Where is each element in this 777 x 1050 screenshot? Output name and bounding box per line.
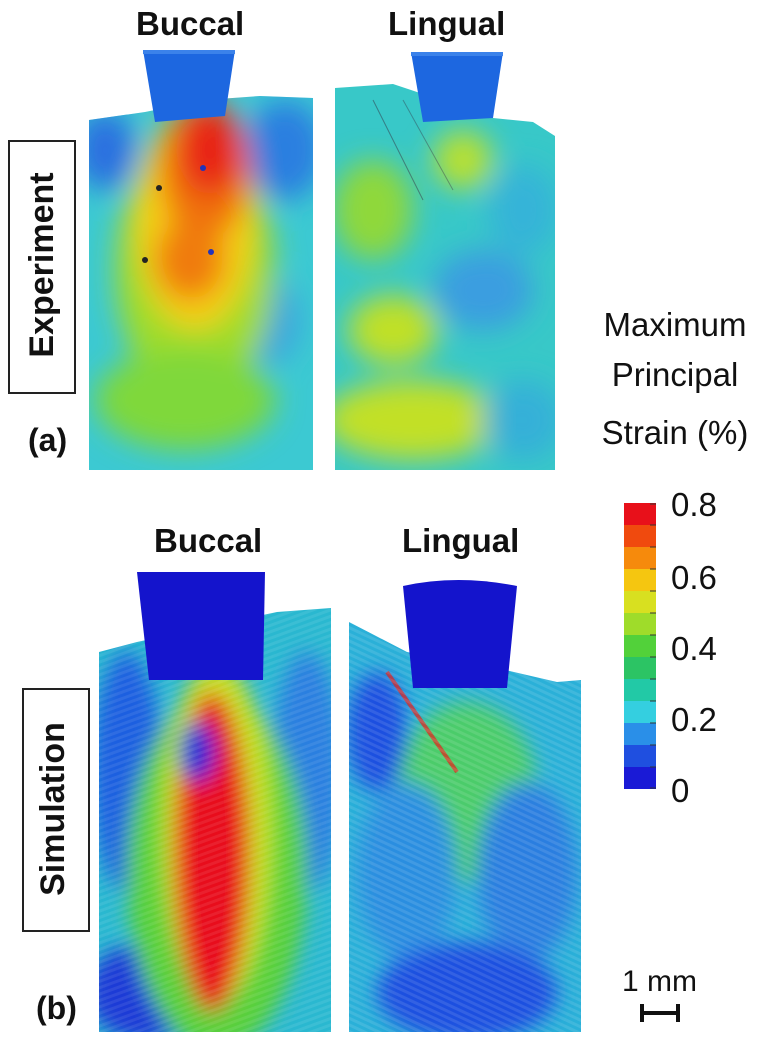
legend-tick-0.2: 0.2 xyxy=(671,701,717,738)
colorbar-segment xyxy=(624,745,656,768)
legend-tick-0: 0 xyxy=(671,772,690,809)
colorbar-segment xyxy=(624,679,656,702)
colorbar-segment xyxy=(624,525,656,548)
row-label-box-experiment xyxy=(8,140,76,394)
experiment-buccal-strain-map xyxy=(89,50,313,470)
colorbar-segment xyxy=(624,613,656,636)
colorbar-segment xyxy=(624,701,656,724)
scale-bar-label: 1 mm xyxy=(622,965,697,998)
simulation-lingual-strain-map xyxy=(349,580,581,1032)
legend-title-line-3: Strain (%) xyxy=(601,414,749,451)
colorbar-segment xyxy=(624,591,656,614)
simulation-buccal-strain-map xyxy=(99,572,331,1032)
row-label-simulation: Simulation xyxy=(34,722,72,896)
panel-letter-a: (a) xyxy=(28,422,68,458)
experiment-lingual-strain-map xyxy=(335,52,555,470)
column-title-lingual-experiment: Lingual xyxy=(388,5,506,42)
colorbar-segment xyxy=(624,569,656,592)
colorbar-segment xyxy=(624,635,656,658)
row-label-box-simulation xyxy=(22,688,90,932)
panel-letter-b: (b) xyxy=(36,990,77,1026)
legend-title: Maximum Principal Strain (%) xyxy=(580,308,770,466)
legend-title-line-1: Maximum xyxy=(603,306,747,343)
scale-bar xyxy=(640,1004,680,1022)
legend-tick-0.6: 0.6 xyxy=(671,559,717,596)
colorbar-segment xyxy=(624,503,656,526)
column-title-lingual-simulation: Lingual xyxy=(402,522,520,559)
column-title-buccal-experiment: Buccal xyxy=(136,5,245,42)
legend-colorbar xyxy=(624,503,656,789)
legend-tick-0.8: 0.8 xyxy=(671,486,717,523)
row-label-experiment: Experiment xyxy=(23,172,61,358)
colorbar-segment xyxy=(624,547,656,570)
column-title-buccal-simulation: Buccal xyxy=(154,522,263,559)
colorbar-segment xyxy=(624,723,656,746)
legend-title-line-2: Principal xyxy=(611,356,739,393)
legend-tick-0.4: 0.4 xyxy=(671,630,717,667)
colorbar-segment xyxy=(624,767,656,789)
colorbar-segment xyxy=(624,657,656,680)
